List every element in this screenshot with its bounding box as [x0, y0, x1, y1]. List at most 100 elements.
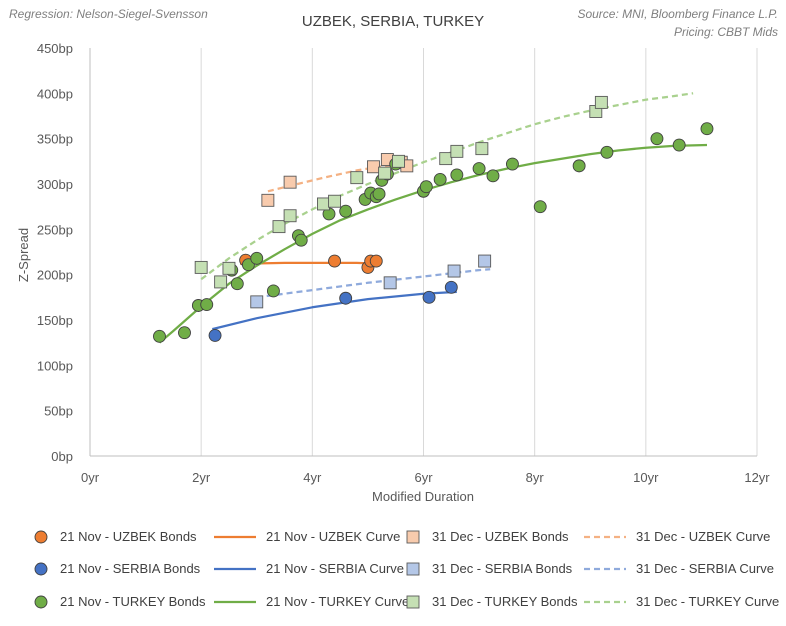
bond-point	[672, 138, 686, 152]
legend-square	[406, 530, 420, 544]
bond-point	[650, 132, 664, 146]
bond-point	[372, 187, 386, 201]
bond-point	[230, 277, 244, 291]
legend-line-symbol	[584, 535, 626, 539]
y-tick-label: 450bp	[37, 41, 73, 56]
regression-note: Regression: Nelson-Siegel-Svensson	[9, 7, 208, 21]
x-tick-label: 8yr	[526, 470, 545, 485]
legend-square	[406, 562, 420, 576]
bond-point	[266, 284, 280, 298]
bond-point	[339, 204, 353, 218]
y-tick-label: 0bp	[51, 449, 73, 464]
bond-point	[283, 175, 297, 189]
legend-marker-symbol	[34, 562, 48, 576]
y-tick-label: 400bp	[37, 86, 73, 101]
bond-point	[439, 152, 453, 166]
legend-label: 31 Dec - SERBIA Bonds	[432, 561, 573, 576]
bond-point	[328, 194, 342, 208]
bond-point	[447, 264, 461, 278]
bond-point	[350, 171, 364, 185]
bond-point	[222, 261, 236, 275]
legend-label: 21 Nov - SERBIA Curve	[266, 561, 404, 576]
bond-point	[572, 159, 586, 173]
bond-point	[450, 168, 464, 182]
legend-marker-symbol	[406, 595, 420, 609]
curve-line-2	[212, 290, 457, 331]
bond-point	[369, 254, 383, 268]
x-tick-label: 10yr	[633, 470, 659, 485]
legend-label: 31 Dec - TURKEY Bonds	[432, 594, 578, 609]
tick-labels: 0yr 2yr 4yr 6yr 8yr 10yr 12yr 0bp 50bp 100bp 150bp…	[37, 41, 770, 485]
legend-circle	[34, 562, 48, 576]
bond-point	[378, 166, 392, 180]
bond-point	[200, 298, 214, 312]
bond-point	[328, 254, 342, 268]
legend-line-symbol	[214, 567, 256, 571]
pricing-note: Pricing: CBBT Mids	[673, 25, 778, 39]
grid	[200, 48, 758, 456]
bond-point	[283, 209, 297, 223]
bond-point	[317, 197, 330, 211]
axes	[89, 48, 757, 457]
bond-point	[250, 295, 264, 309]
bond-point	[261, 193, 275, 207]
y-axis-label: Z-Spread	[16, 228, 31, 282]
bond-point	[392, 154, 405, 168]
legend-marker-symbol	[34, 595, 48, 609]
bond-point	[153, 329, 166, 343]
legend-label: 21 Nov - TURKEY Bonds	[60, 594, 206, 609]
bond-point	[339, 291, 353, 305]
bond-point	[533, 200, 547, 214]
x-tick-label: 6yr	[414, 470, 433, 485]
y-tick-label: 50bp	[44, 404, 73, 419]
bond-point	[700, 122, 714, 136]
curves	[158, 92, 708, 344]
bond-point	[272, 220, 286, 234]
x-tick-label: 12yr	[744, 470, 770, 485]
y-tick-label: 250bp	[37, 222, 73, 237]
legend-line-symbol	[214, 535, 256, 539]
bond-point	[478, 254, 492, 268]
curve-line-5	[200, 92, 694, 281]
bond-point	[450, 144, 464, 158]
x-tick-label: 4yr	[303, 470, 322, 485]
bond-point	[600, 145, 614, 159]
bond-point	[475, 142, 489, 156]
bond-point	[194, 260, 208, 274]
legend-circle	[34, 530, 48, 544]
bond-point	[419, 180, 433, 194]
bond-point	[214, 275, 228, 289]
bond-point	[433, 173, 447, 186]
legend-label: 21 Nov - UZBEK Curve	[266, 529, 401, 544]
bond-point	[422, 290, 436, 304]
legend-label: 31 Dec - UZBEK Curve	[636, 529, 771, 544]
legend-label: 21 Nov - TURKEY Curve	[266, 594, 410, 609]
bond-point	[472, 162, 486, 176]
legend-circle	[34, 595, 48, 609]
bond-point	[594, 95, 608, 109]
curve-line-4	[158, 143, 708, 344]
y-tick-label: 200bp	[37, 268, 73, 283]
bond-point	[486, 169, 500, 183]
legend-label: 31 Dec - UZBEK Bonds	[432, 529, 569, 544]
legend-line-symbol	[584, 600, 626, 604]
legend-marker-symbol	[34, 530, 48, 544]
bond-point	[178, 326, 191, 340]
chart-title: UZBEK, SERBIA, TURKEY	[301, 13, 485, 30]
legend-line-symbol	[584, 567, 626, 571]
y-tick-label: 350bp	[37, 132, 73, 147]
bond-point	[383, 276, 397, 290]
source-note: Source: MNI, Bloomberg Finance L.P.	[577, 7, 778, 21]
bond-points	[153, 95, 714, 343]
legend-label: 21 Nov - SERBIA Bonds	[60, 561, 201, 576]
legend-marker-symbol	[406, 562, 420, 576]
y-tick-label: 100bp	[37, 358, 73, 373]
x-axis-label: Modified Duration	[372, 489, 474, 504]
y-tick-label: 300bp	[37, 177, 73, 192]
legend-marker-symbol	[406, 530, 420, 544]
legend-label: 31 Dec - SERBIA Curve	[636, 561, 774, 576]
bond-point	[505, 157, 519, 171]
x-tick-label: 2yr	[192, 470, 211, 485]
legend-square	[406, 595, 420, 609]
